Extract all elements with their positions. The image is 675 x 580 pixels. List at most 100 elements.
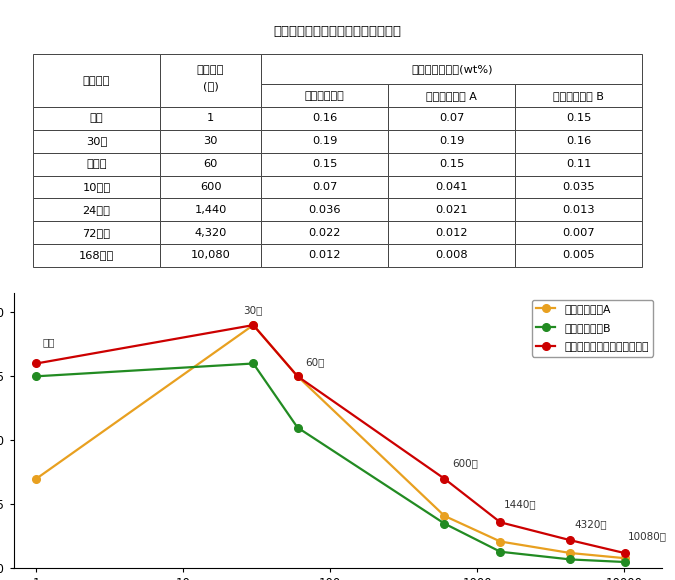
- Text: 0.15: 0.15: [439, 159, 464, 169]
- 弾社使用原料（きれいッ粉）: [249, 321, 257, 328]
- Text: 10080分: 10080分: [628, 531, 667, 542]
- Text: 24時間: 24時間: [82, 205, 111, 215]
- Text: 0.021: 0.021: [435, 205, 468, 215]
- Bar: [33, 244, 160, 267]
- 弾社使用原料（きれいッ粉）: [566, 536, 574, 543]
- Text: 0.022: 0.022: [308, 227, 341, 238]
- Bar: [515, 221, 642, 244]
- 過炭酸ソーダA: [32, 475, 40, 482]
- Text: 0.005: 0.005: [562, 251, 595, 260]
- Text: 30: 30: [203, 136, 218, 146]
- Bar: [261, 84, 388, 107]
- Text: 0.19: 0.19: [439, 136, 464, 146]
- 過炭酸ソーダB: [566, 556, 574, 563]
- Legend: 過炭酸ソーダA, 過炭酸ソーダB, 弾社使用原料（きれいッ粉）: 過炭酸ソーダA, 過炭酸ソーダB, 弾社使用原料（きれいッ粉）: [531, 300, 653, 357]
- Text: 0.15: 0.15: [566, 114, 591, 124]
- Bar: [160, 244, 261, 267]
- Bar: [160, 153, 261, 176]
- Bar: [33, 221, 160, 244]
- Text: 0.036: 0.036: [308, 205, 341, 215]
- 弾社使用原料（きれいッ粉）: [440, 475, 448, 482]
- 過炭酸ソーダA: [620, 554, 628, 561]
- Text: 0.013: 0.013: [562, 205, 595, 215]
- Text: 10時間: 10時間: [82, 182, 111, 192]
- Text: １分: １分: [43, 337, 55, 347]
- Text: 600分: 600分: [452, 459, 479, 469]
- Text: 30分: 30分: [244, 305, 263, 315]
- 過炭酸ソーダA: [496, 538, 504, 545]
- Bar: [160, 176, 261, 198]
- 過炭酸ソーダB: [496, 548, 504, 555]
- Text: 0.007: 0.007: [562, 227, 595, 238]
- Text: 0.07: 0.07: [312, 182, 338, 192]
- Bar: [388, 198, 515, 221]
- Text: 過酸化水素濃度(wt%): 過酸化水素濃度(wt%): [411, 64, 493, 74]
- Text: 4320分: 4320分: [574, 519, 607, 529]
- Text: 0.15: 0.15: [312, 159, 338, 169]
- Bar: [388, 244, 515, 267]
- 弾社使用原料（きれいッ粉）: [32, 360, 40, 367]
- Text: 0.008: 0.008: [435, 251, 468, 260]
- 過炭酸ソーダB: [32, 373, 40, 380]
- Text: 0.012: 0.012: [435, 227, 468, 238]
- 弾社使用原料（きれいッ粉）: [620, 550, 628, 557]
- Text: 0.16: 0.16: [566, 136, 591, 146]
- Line: 弾社使用原料（きれいッ粉）: 弾社使用原料（きれいッ粉）: [32, 321, 628, 557]
- 過炭酸ソーダB: [440, 520, 448, 527]
- Bar: [261, 107, 388, 130]
- Text: 0.07: 0.07: [439, 114, 464, 124]
- Bar: [160, 221, 261, 244]
- Bar: [388, 107, 515, 130]
- 過炭酸ソーダB: [620, 559, 628, 566]
- Bar: [515, 244, 642, 267]
- Text: 60分: 60分: [306, 357, 325, 367]
- Text: 0.16: 0.16: [312, 114, 338, 124]
- Bar: [515, 153, 642, 176]
- Bar: [515, 176, 642, 198]
- Text: 1440分: 1440分: [504, 499, 537, 509]
- Bar: [515, 84, 642, 107]
- Text: 30分: 30分: [86, 136, 107, 146]
- 過炭酸ソーダB: [294, 424, 302, 431]
- Bar: [33, 107, 160, 130]
- Bar: [33, 153, 160, 176]
- Text: 0.041: 0.041: [435, 182, 468, 192]
- Text: １分: １分: [90, 114, 103, 124]
- Bar: [261, 198, 388, 221]
- Bar: [160, 107, 261, 130]
- Text: 弾社使用原料: 弾社使用原料: [305, 90, 345, 101]
- Text: 1,440: 1,440: [194, 205, 227, 215]
- Text: 168時間: 168時間: [79, 251, 114, 260]
- Bar: [388, 176, 515, 198]
- Bar: [388, 153, 515, 176]
- Bar: [388, 130, 515, 153]
- Text: 1: 1: [207, 114, 214, 124]
- Bar: [261, 221, 388, 244]
- Text: (分): (分): [202, 81, 219, 91]
- Bar: [261, 176, 388, 198]
- Text: 0.19: 0.19: [312, 136, 338, 146]
- Text: １時間: １時間: [86, 159, 107, 169]
- Text: 0.035: 0.035: [562, 182, 595, 192]
- 過炭酸ソーダB: [249, 360, 257, 367]
- Text: 過炭酸ソーダ A: 過炭酸ソーダ A: [427, 90, 477, 101]
- 過炭酸ソーダA: [440, 512, 448, 519]
- Text: 0.012: 0.012: [308, 251, 341, 260]
- 過炭酸ソーダA: [566, 550, 574, 557]
- Text: 経過時間: 経過時間: [197, 66, 224, 75]
- Text: 10,080: 10,080: [190, 251, 231, 260]
- Text: 4,320: 4,320: [194, 227, 227, 238]
- Bar: [160, 54, 261, 107]
- 過炭酸ソーダA: [249, 321, 257, 328]
- 過炭酸ソーダA: [294, 373, 302, 380]
- Bar: [33, 176, 160, 198]
- Line: 過炭酸ソーダB: 過炭酸ソーダB: [32, 360, 628, 566]
- Bar: [515, 107, 642, 130]
- Line: 過炭酸ソーダA: 過炭酸ソーダA: [32, 321, 628, 562]
- Text: 72時間: 72時間: [82, 227, 111, 238]
- Bar: [515, 130, 642, 153]
- Text: 経過時間: 経過時間: [82, 75, 110, 86]
- Bar: [261, 54, 642, 84]
- Bar: [160, 130, 261, 153]
- Text: 過炭酸ソーダ B: 過炭酸ソーダ B: [554, 90, 604, 101]
